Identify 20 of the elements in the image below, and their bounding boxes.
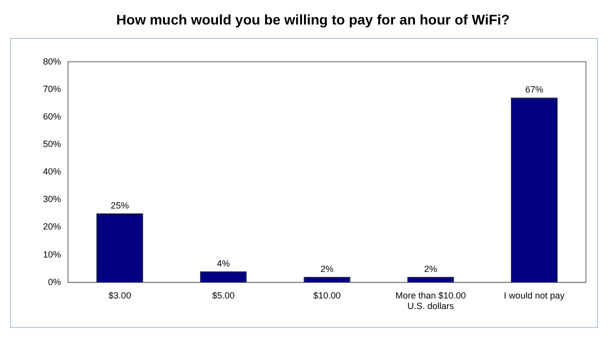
x-tick-label: $5.00 (212, 290, 235, 300)
data-label: 67% (525, 84, 544, 95)
y-tick-label: 10% (43, 249, 62, 260)
y-tick-label: 60% (43, 111, 62, 122)
y-tick-label: 80% (43, 56, 62, 66)
y-tick-label: 40% (43, 166, 62, 177)
x-tick-label: $3.00 (108, 290, 132, 300)
y-tick-label: 30% (43, 194, 62, 204)
x-tick-label: I would not pay (504, 290, 565, 300)
y-tick-label: 20% (43, 222, 62, 232)
x-tick-label: More than $10.00 U.S. dollars (395, 290, 466, 312)
data-label: 2% (320, 264, 334, 274)
y-tick-label: 0% (48, 276, 62, 287)
y-tick-label: 50% (43, 139, 62, 150)
data-label: 25% (110, 200, 129, 210)
data-label: 4% (216, 258, 230, 268)
data-label: 2% (424, 264, 438, 274)
chart-title: How much would you be willing to pay for an hour of WiFi? (116, 11, 510, 28)
y-tick-label: 70% (43, 84, 62, 94)
x-tick-label: $10.00 (313, 290, 341, 300)
